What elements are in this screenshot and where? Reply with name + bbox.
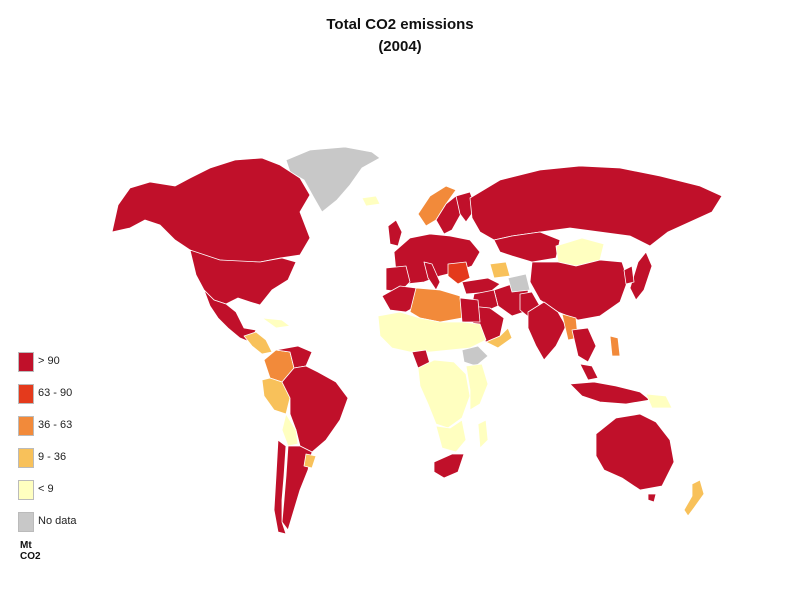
region-afghanistan	[507, 273, 531, 293]
region-uruguay	[303, 453, 317, 469]
region-egypt	[459, 297, 481, 323]
region-australia	[595, 413, 675, 491]
legend-unit: Mt CO2	[20, 540, 41, 562]
legend-label: > 90	[38, 355, 60, 367]
region-tasmania	[647, 493, 657, 503]
legend-swatch	[18, 352, 34, 372]
region-uk	[387, 219, 403, 247]
region-brazil	[281, 365, 349, 453]
legend-item: 63 - 90	[18, 384, 128, 404]
region-japan	[629, 251, 653, 301]
map-subtitle: (2004)	[378, 38, 422, 55]
map-title-block: Total CO2 emissions (2004)	[0, 14, 800, 58]
region-caribbean	[261, 317, 291, 329]
legend-item: 36 - 63	[18, 416, 128, 436]
legend-swatch	[18, 448, 34, 468]
region-italy	[423, 261, 441, 291]
region-south-africa	[433, 453, 465, 479]
region-chile	[273, 439, 287, 535]
legend-swatch	[18, 416, 34, 436]
region-korea	[623, 265, 635, 285]
legend-label: 36 - 63	[38, 419, 73, 431]
region-china	[529, 259, 629, 321]
region-kazakhstan	[493, 231, 561, 263]
region-india	[527, 301, 567, 361]
legend-label: No data	[38, 515, 77, 527]
region-north-america-north	[111, 157, 311, 263]
region-malaysia	[579, 363, 599, 381]
legend-item: No data	[18, 512, 128, 532]
legend-item: > 90	[18, 352, 128, 372]
region-iceland	[361, 195, 381, 207]
legend-label: 9 - 36	[38, 451, 67, 463]
region-sahel	[377, 311, 487, 353]
region-peru	[261, 377, 291, 415]
legend-swatch	[18, 480, 34, 500]
region-central-africa	[417, 359, 471, 429]
region-central-america	[243, 331, 273, 355]
legend-item: < 9	[18, 480, 128, 500]
region-caucasus	[489, 261, 511, 279]
region-indochina	[571, 327, 597, 363]
region-argentina	[281, 445, 313, 531]
region-philippines	[609, 335, 621, 357]
region-indonesia	[569, 381, 651, 405]
region-algeria-libya	[409, 287, 463, 323]
legend-label: < 9	[38, 483, 54, 495]
region-madagascar	[477, 419, 489, 449]
region-russia	[469, 165, 723, 247]
legend-swatch	[18, 512, 34, 532]
region-new-zealand	[683, 479, 705, 517]
legend-label: 63 - 90	[38, 387, 73, 399]
region-yemen-oman	[485, 327, 513, 349]
region-norway	[417, 185, 457, 227]
region-bolivia	[281, 413, 299, 447]
region-southern-africa	[435, 419, 467, 453]
map-title: Total CO2 emissions	[326, 16, 474, 33]
legend-swatch	[18, 384, 34, 404]
region-balkans	[447, 261, 471, 285]
region-ethiopia	[461, 345, 489, 367]
region-turkey	[461, 277, 501, 295]
legend-item: 9 - 36	[18, 448, 128, 468]
region-papua	[645, 393, 673, 409]
region-east-africa	[465, 363, 489, 411]
region-greenland	[285, 146, 381, 213]
